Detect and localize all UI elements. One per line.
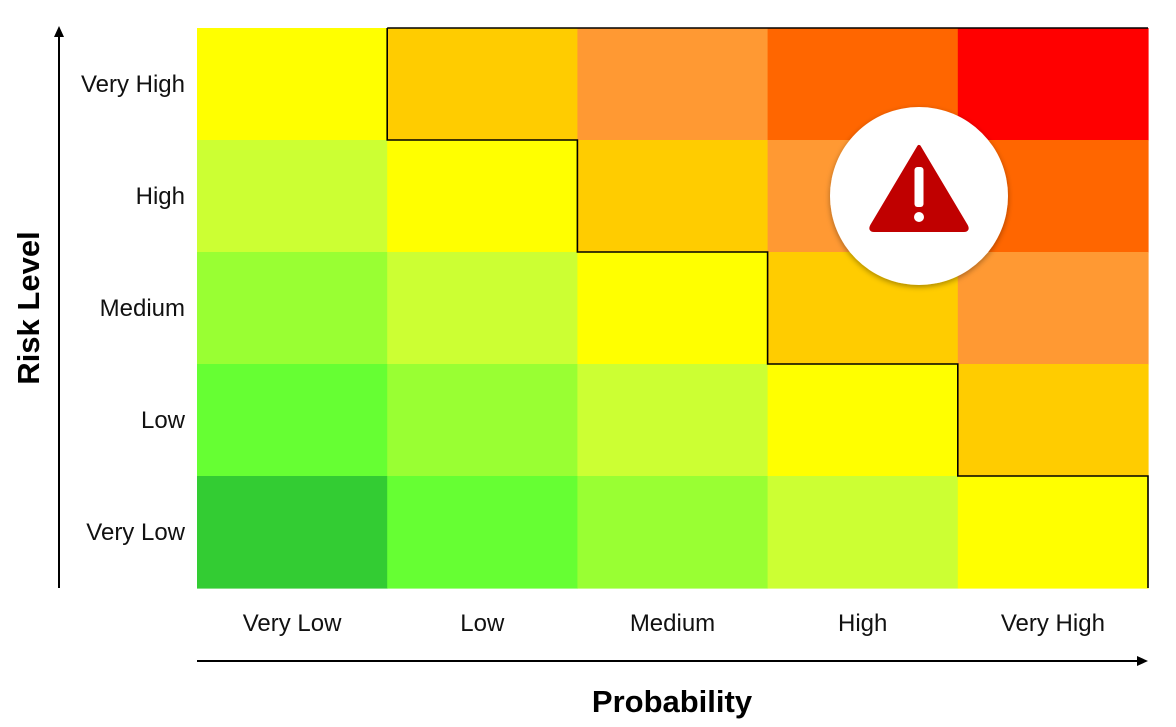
heatmap-cell-r1-c5 bbox=[957, 28, 1149, 141]
heatmap-cell-r3-c3 bbox=[577, 252, 769, 365]
y-tick-label: Very High bbox=[81, 71, 185, 98]
risk-threshold-boundary bbox=[386, 27, 1149, 588]
x-tick-label: High bbox=[838, 610, 887, 637]
heatmap-cell-r2-c3 bbox=[577, 140, 769, 253]
y-tick-label: Medium bbox=[100, 295, 185, 322]
heatmap-cell-r5-c5 bbox=[957, 476, 1149, 589]
y-tick-label: High bbox=[136, 183, 185, 210]
heatmap-cell-r4-c3 bbox=[577, 364, 769, 477]
heatmap-cell-r3-c1 bbox=[197, 252, 388, 365]
heatmap-cell-r1-c3 bbox=[577, 28, 769, 141]
heatmap-cells bbox=[197, 28, 1149, 589]
heatmap-cell-r4-c4 bbox=[767, 364, 959, 477]
heatmap-cell-r4-c2 bbox=[387, 364, 578, 477]
warning-badge bbox=[830, 107, 1008, 285]
heatmap-cell-r5-c1 bbox=[197, 476, 388, 589]
x-axis-title: Probability bbox=[592, 684, 753, 719]
y-tick-label: Low bbox=[141, 407, 186, 434]
x-axis-tick-labels: Very Low Low Medium High Very High bbox=[243, 610, 1105, 637]
x-tick-label: Very High bbox=[1001, 610, 1105, 637]
heatmap-cell-r4-c1 bbox=[197, 364, 388, 477]
heatmap-cell-r3-c5 bbox=[957, 252, 1149, 365]
heatmap-cell-r1-c1 bbox=[197, 28, 388, 141]
y-axis-arrowhead bbox=[54, 26, 64, 37]
y-axis-title: Risk Level bbox=[11, 231, 46, 384]
y-axis-tick-labels: Very High High Medium Low Very Low bbox=[81, 71, 186, 546]
x-axis-arrowhead bbox=[1137, 656, 1148, 666]
warning-triangle-icon bbox=[869, 145, 969, 232]
heatmap-cell-r4-c5 bbox=[957, 364, 1149, 477]
y-tick-label: Very Low bbox=[86, 519, 185, 546]
heatmap-cell-r2-c1 bbox=[197, 140, 388, 253]
x-tick-label: Low bbox=[460, 610, 505, 637]
heatmap-cell-r5-c3 bbox=[577, 476, 769, 589]
x-tick-label: Medium bbox=[630, 610, 715, 637]
x-tick-label: Very Low bbox=[243, 610, 342, 637]
heatmap-cell-r5-c4 bbox=[767, 476, 959, 589]
heatmap-cell-r3-c2 bbox=[387, 252, 578, 365]
heatmap-cell-r5-c2 bbox=[387, 476, 578, 589]
heatmap-cell-r1-c2 bbox=[387, 28, 578, 141]
heatmap-cell-r2-c2 bbox=[387, 140, 578, 253]
